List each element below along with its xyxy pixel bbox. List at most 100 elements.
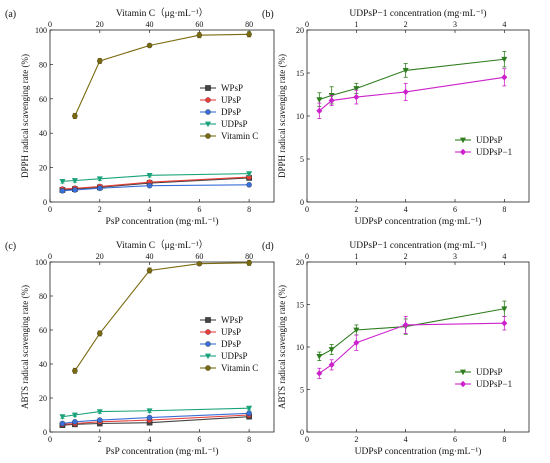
legend-marker <box>205 365 211 371</box>
legend-label: UDPsP−1 <box>476 147 512 157</box>
series-UDPsP <box>59 405 253 420</box>
x-axis-label: UDPsP concentration (mg·mL⁻¹) <box>355 446 482 457</box>
x-tick-label: 6 <box>197 205 201 214</box>
data-point <box>59 420 66 427</box>
y-tick-label: 15 <box>296 301 304 310</box>
data-point <box>316 107 323 115</box>
data-point <box>353 339 360 346</box>
y-tick-label: 80 <box>39 60 47 69</box>
x-axis-label: PsP concentration (mg·mL⁻¹) <box>105 446 218 457</box>
x2-tick-label: 0 <box>305 20 309 29</box>
y-tick-label: 0 <box>300 428 304 437</box>
data-point <box>196 32 203 38</box>
legend-label: UDPsP <box>221 351 248 361</box>
y-tick-label: 10 <box>296 112 304 121</box>
legend-marker <box>205 353 211 360</box>
x2-tick-label: 3 <box>453 20 457 29</box>
data-point <box>328 347 335 353</box>
panel-label: (c) <box>5 241 16 252</box>
legend: WPsP UPsP DPsP UDPsP Vitamin C <box>200 315 258 373</box>
y-tick-label: 40 <box>39 129 47 138</box>
series-UDPsP1 <box>316 68 508 119</box>
legend-marker <box>205 121 211 128</box>
y-axis-label: DPPH radical scavenging rate (%) <box>277 54 287 178</box>
legend-marker <box>205 109 211 115</box>
data-point <box>96 409 103 415</box>
data-point <box>196 260 203 267</box>
y-axis-label: DPPH radical scavenging rate (%) <box>20 54 30 178</box>
data-point <box>72 187 78 193</box>
x2-tick-label: 60 <box>195 252 203 261</box>
data-point <box>402 68 409 74</box>
series-line <box>318 76 505 112</box>
x-tick-label: 4 <box>404 435 408 444</box>
x-axis-label: UDPsP concentration (mg·mL⁻¹) <box>355 216 482 227</box>
data-point <box>72 368 78 374</box>
y-axis-label: ABTS radical scavenging rate (%) <box>277 285 287 409</box>
data-point <box>246 182 252 188</box>
y-tick-label: 100 <box>35 258 47 267</box>
legend-label: UDPsP−1 <box>476 379 512 389</box>
y-tick-label: 5 <box>300 386 304 395</box>
series-UDPsP1 <box>316 315 508 379</box>
legend: UDPsP UDPsP−1 <box>455 367 512 389</box>
data-point <box>328 361 335 369</box>
data-point <box>501 56 508 63</box>
x2-tick-label: 1 <box>354 252 358 261</box>
legend-label: UPsP <box>221 95 241 105</box>
x2-tick-label: 0 <box>48 252 52 261</box>
plot-frame <box>49 29 275 203</box>
y-tick-label: 60 <box>39 95 47 104</box>
legend-label: WPsP <box>221 83 243 93</box>
legend-label: Vitamin C <box>221 363 258 373</box>
data-point <box>71 178 78 184</box>
x2-axis-label: Vitamin C（μg·mL⁻¹） <box>116 7 208 19</box>
series-line <box>62 414 250 425</box>
data-point <box>246 405 253 412</box>
y-tick-label: 60 <box>39 326 47 335</box>
data-point <box>353 327 360 334</box>
x-tick-label: 2 <box>98 435 102 444</box>
data-point <box>501 74 508 81</box>
data-point <box>246 31 252 38</box>
series-DPsP <box>59 182 252 194</box>
data-point <box>316 353 323 360</box>
x-tick-label: 0 <box>48 205 52 214</box>
x-tick-label: 8 <box>247 435 251 444</box>
data-point <box>146 42 153 49</box>
x-axis-label: PsP concentration (mg·mL⁻¹) <box>105 216 218 227</box>
y-tick-label: 0 <box>43 428 47 437</box>
data-point <box>402 88 409 96</box>
y-tick-label: 20 <box>39 164 47 173</box>
data-point <box>97 330 103 337</box>
legend-label: UDPsP <box>476 367 503 377</box>
data-point <box>59 414 66 420</box>
data-point <box>501 306 508 312</box>
series-line <box>319 322 505 374</box>
legend-marker <box>205 85 211 91</box>
data-point <box>246 260 252 266</box>
y-tick-label: 100 <box>35 26 47 35</box>
x-tick-label: 8 <box>502 435 506 444</box>
legend-label: UPsP <box>221 327 241 337</box>
x-tick-label: 4 <box>148 435 152 444</box>
x2-tick-label: 0 <box>305 252 309 261</box>
x2-axis-label: Vitamin C（μg·mL⁻¹） <box>116 239 208 251</box>
x2-tick-label: 80 <box>245 252 253 261</box>
data-point <box>97 417 103 423</box>
y-tick-label: 5 <box>300 155 304 164</box>
y-axis-label: ABTS radical scavenging rate (%) <box>20 285 30 409</box>
y-tick-label: 20 <box>39 394 47 403</box>
legend-label: DPsP <box>221 107 241 117</box>
plot-frame <box>306 29 530 203</box>
x2-tick-label: 4 <box>502 20 506 29</box>
y-tick-label: 20 <box>296 258 304 267</box>
x2-tick-label: 2 <box>404 20 408 29</box>
data-point <box>59 178 66 185</box>
x-tick-label: 0 <box>305 435 309 444</box>
data-point <box>97 185 103 191</box>
data-point <box>146 267 153 274</box>
y-tick-label: 0 <box>300 198 304 207</box>
y-tick-label: 10 <box>296 343 304 352</box>
